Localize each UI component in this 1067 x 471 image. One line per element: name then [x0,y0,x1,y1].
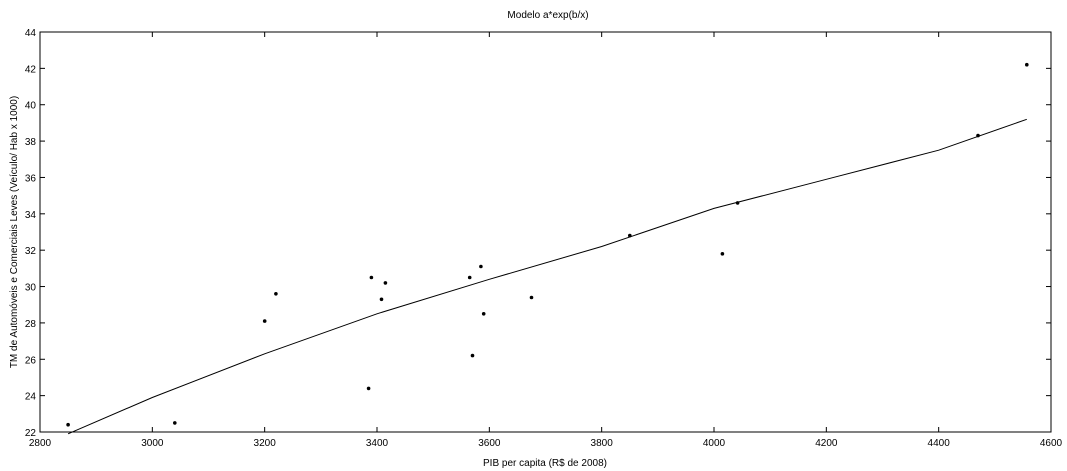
x-tick-label: 4000 [703,438,726,449]
y-tick-label: 42 [25,64,37,75]
plot-frame [39,31,1052,433]
data-point [735,201,740,205]
data-point [529,295,534,300]
y-tick-label: 22 [25,428,37,439]
chart-title: Modelo a*exp(b/x) [507,10,588,21]
data-point [628,233,632,238]
data-point [66,422,70,427]
data-point [976,133,980,138]
data-point [479,264,483,269]
y-tick-label: 24 [25,392,37,403]
y-tick-label: 26 [25,355,37,366]
x-tick-label: 2800 [29,438,52,449]
y-axis: 22 24 26 28 30 32 34 36 38 40 42 44 [25,28,1051,439]
fit-line [67,118,1027,435]
y-tick-label: 36 [25,173,37,184]
x-tick-label: 4600 [1040,438,1063,449]
data-point [467,275,472,280]
x-tick-label: 3800 [591,438,614,449]
fit-line-group [67,118,1027,435]
data-point [173,421,177,425]
data-point [720,252,725,256]
data-point [470,353,475,358]
y-tick-label: 28 [25,319,37,330]
x-tick-label: 4200 [815,438,838,449]
y-tick-label: 30 [25,283,37,294]
data-point [481,312,486,316]
y-tick-label: 44 [25,28,37,39]
x-tick-label: 4400 [928,438,951,449]
y-axis-title: TM de Automóveis e Comerciais Leves (Veí… [9,96,20,368]
data-point [274,292,278,296]
y-tick-label: 38 [25,137,37,148]
y-tick-label: 34 [25,210,37,221]
data-point [366,386,371,391]
points-group [66,62,1029,427]
x-tick-label: 3600 [478,438,501,449]
data-point [262,319,267,323]
data-point [1025,62,1029,67]
data-point [369,275,374,280]
x-tick-label: 3200 [254,438,277,449]
y-tick-label: 40 [25,101,37,112]
data-point [379,297,384,302]
y-tick-label: 32 [25,246,37,257]
data-point [383,281,388,285]
x-axis: 2800 3000 3200 3400 3600 3800 4000 4200 4400 4600 [29,32,1063,449]
x-axis-title: PIB per capita (R$ de 2008) [483,458,607,469]
x-tick-label: 3400 [366,438,389,449]
x-tick-label: 3000 [141,438,164,449]
